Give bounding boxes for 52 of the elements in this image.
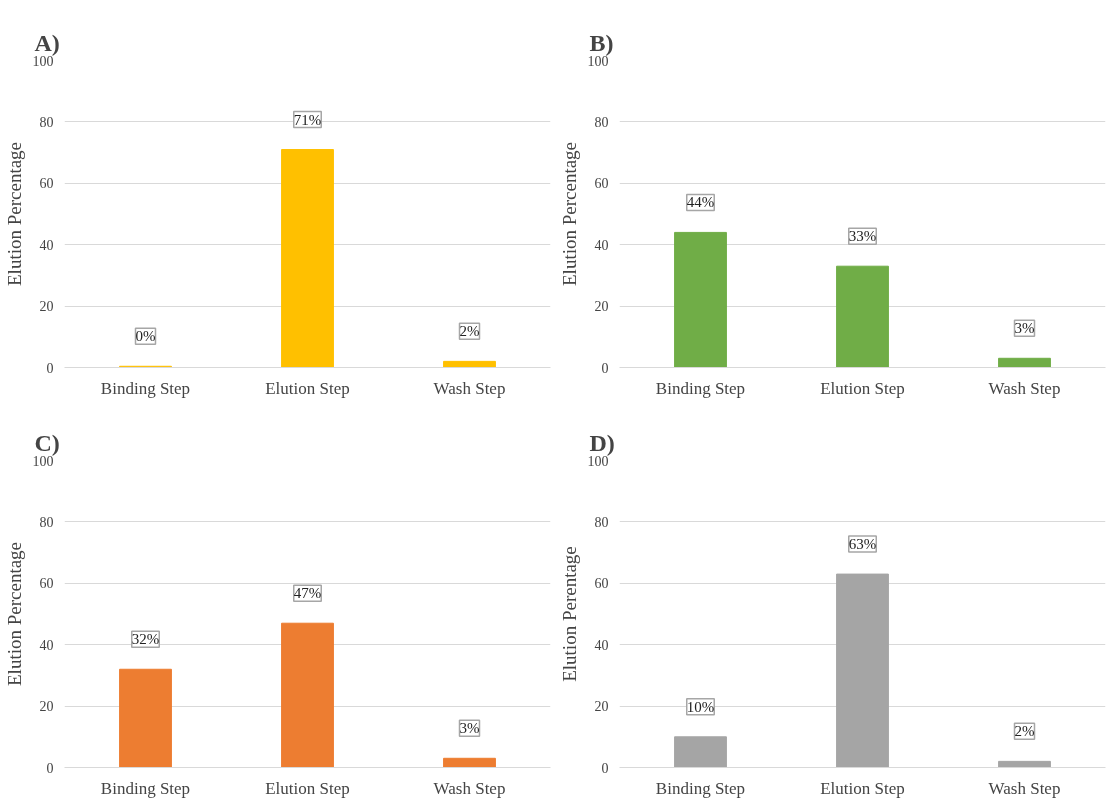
y-tick-label: 20: [594, 699, 609, 715]
data-label: 3%: [459, 720, 480, 737]
chart-title: B): [589, 29, 614, 56]
data-label: 0%: [135, 328, 156, 345]
x-tick-label: Elution Step: [265, 378, 350, 398]
y-tick-label: 0: [46, 360, 54, 376]
y-tick-label: 0: [601, 760, 609, 776]
x-tick-label: Binding Step: [655, 778, 746, 798]
y-tick-label: 80: [594, 114, 609, 130]
data-label: 63%: [848, 536, 877, 553]
y-tick-label: 40: [594, 637, 609, 653]
data-label: 47%: [293, 585, 322, 602]
y-tick-label: 80: [39, 114, 54, 130]
x-tick-label: Binding Step: [100, 778, 191, 798]
data-label: 2%: [459, 323, 480, 340]
x-tick-label: Wash Step: [988, 778, 1061, 798]
x-tick-label: Elution Step: [265, 778, 350, 798]
y-tick-label: 0: [601, 360, 609, 376]
x-tick-label: Wash Step: [433, 778, 506, 798]
x-tick-label: Elution Step: [820, 378, 905, 398]
y-tick-label: 40: [594, 237, 609, 253]
x-tick-label: Binding Step: [655, 378, 746, 398]
chart-title: D): [589, 429, 615, 456]
y-axis-title: Elution Percentage: [3, 141, 25, 287]
x-tick-label: Binding Step: [100, 378, 191, 398]
data-label: 32%: [131, 631, 160, 648]
y-axis-title: Elution Percentage: [558, 141, 580, 287]
chart-title: A): [34, 29, 60, 56]
y-tick-label: 60: [594, 576, 609, 592]
y-tick-label: 20: [39, 699, 54, 715]
y-tick-label: 80: [39, 514, 54, 530]
y-tick-label: 80: [594, 514, 609, 530]
y-tick-label: 60: [594, 176, 609, 192]
data-label: 10%: [686, 698, 715, 715]
data-label: 33%: [848, 228, 877, 245]
y-tick-label: 40: [39, 637, 54, 653]
y-axis-title: Elution Perentage: [558, 546, 580, 682]
x-tick-label: Elution Step: [820, 778, 905, 798]
x-tick-label: Wash Step: [433, 378, 506, 398]
data-label: 3%: [1014, 320, 1035, 337]
data-label: 71%: [293, 111, 322, 128]
y-axis-title: Elution Percentage: [3, 541, 25, 687]
x-tick-label: Wash Step: [988, 378, 1061, 398]
y-tick-label: 20: [594, 299, 609, 315]
y-tick-label: 40: [39, 237, 54, 253]
chart-title: C): [34, 429, 60, 456]
y-tick-label: 60: [39, 176, 54, 192]
data-label: 2%: [1014, 723, 1035, 740]
y-tick-label: 20: [39, 299, 54, 315]
data-label: 44%: [686, 194, 715, 211]
y-tick-label: 0: [46, 760, 54, 776]
y-tick-label: 60: [39, 576, 54, 592]
